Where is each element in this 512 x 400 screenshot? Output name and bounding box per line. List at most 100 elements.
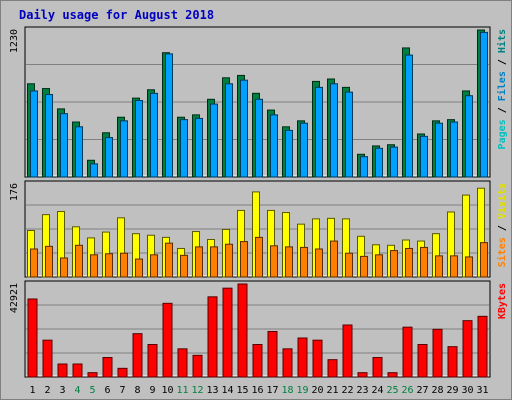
- bar: [105, 137, 113, 178]
- bar: [360, 156, 368, 178]
- hits-panel-series-1: [30, 31, 488, 178]
- bar: [210, 246, 218, 278]
- bar: [207, 296, 218, 378]
- kbytes-panel: 42921 KBytes: [9, 280, 508, 378]
- bar: [105, 253, 113, 278]
- bar: [405, 54, 413, 178]
- x-axis-labels: 1 2 3 4 5 6 7 8 9 10 11 12 13 14 15 16 17 18 19 20 21 22 23 24 2…: [29, 385, 488, 396]
- x-tick-label: 15: [236, 385, 248, 396]
- bar: [42, 339, 53, 378]
- bar: [135, 100, 143, 178]
- bar: [222, 287, 233, 378]
- bar: [57, 363, 68, 378]
- bar: [90, 163, 98, 178]
- x-tick-label: 31: [476, 385, 488, 396]
- bar: [435, 255, 443, 278]
- bar: [27, 298, 38, 378]
- side-legend-part: Visits: [496, 183, 508, 219]
- bar: [147, 343, 158, 378]
- bar: [282, 348, 293, 378]
- bar: [297, 337, 308, 378]
- x-tick-label: 11: [176, 385, 188, 396]
- bar: [330, 83, 338, 178]
- bar: [330, 240, 338, 278]
- bar: [45, 245, 53, 278]
- bar: [72, 363, 83, 378]
- bar: [480, 31, 488, 178]
- x-tick-label: 13: [206, 385, 218, 396]
- chart-title: Daily usage for August 2018: [19, 8, 214, 22]
- kbytes-panel-series-0: [27, 283, 488, 378]
- bar: [102, 356, 113, 378]
- x-tick-label: 2: [44, 385, 50, 396]
- bar: [165, 53, 173, 178]
- bar: [477, 315, 488, 378]
- bar: [177, 348, 188, 378]
- bar: [255, 236, 263, 278]
- bar: [372, 356, 383, 378]
- x-tick-label: 1: [29, 385, 35, 396]
- x-tick-label: 14: [221, 385, 233, 396]
- bar: [225, 243, 233, 278]
- bar: [195, 117, 203, 178]
- y-max-label: 42921: [9, 283, 20, 313]
- bar: [270, 245, 278, 278]
- x-tick-label: 17: [266, 385, 278, 396]
- bar: [315, 248, 323, 278]
- x-tick-label: 22: [341, 385, 353, 396]
- bar: [30, 248, 38, 278]
- bar: [390, 250, 398, 278]
- bar: [390, 146, 398, 178]
- visits-panel: 176 Sites / Visits: [9, 180, 508, 278]
- side-legend-part: KBytes: [497, 283, 508, 319]
- bar: [225, 83, 233, 178]
- bar: [162, 302, 173, 378]
- bar: [150, 92, 158, 178]
- bar: [435, 122, 443, 178]
- x-tick-label: 10: [161, 385, 173, 396]
- x-tick-label: 18: [281, 385, 293, 396]
- bar: [87, 372, 98, 378]
- x-tick-label: 9: [149, 385, 155, 396]
- bar: [345, 91, 353, 178]
- bar: [462, 320, 473, 378]
- bar: [465, 95, 473, 178]
- x-tick-label: 27: [416, 385, 428, 396]
- side-legend: KBytes: [497, 283, 508, 319]
- bar: [357, 372, 368, 378]
- bar: [375, 147, 383, 178]
- bar: [60, 113, 68, 178]
- bar: [342, 324, 353, 378]
- x-tick-label: 30: [461, 385, 473, 396]
- side-legend-part: /: [497, 101, 508, 119]
- hits-panel: 1230 Pages / Files / Hits: [9, 26, 508, 178]
- bar: [150, 254, 158, 278]
- bar: [240, 79, 248, 178]
- bar: [300, 122, 308, 178]
- bar: [375, 254, 383, 278]
- bar: [75, 126, 83, 178]
- bar: [120, 120, 128, 178]
- bar: [117, 367, 128, 378]
- bar: [267, 330, 278, 378]
- x-tick-label: 5: [89, 385, 95, 396]
- bar: [90, 254, 98, 278]
- bar: [420, 135, 428, 178]
- bar: [360, 255, 368, 278]
- bar: [237, 283, 248, 378]
- bar: [192, 354, 203, 378]
- bar: [312, 339, 323, 378]
- y-max-label: 1230: [9, 29, 20, 53]
- bar: [327, 359, 338, 378]
- bar: [132, 333, 143, 378]
- side-legend: Sites / Visits: [496, 183, 508, 267]
- bar: [402, 326, 413, 378]
- bar: [432, 328, 443, 378]
- bar: [120, 252, 128, 278]
- x-tick-label: 3: [59, 385, 65, 396]
- x-tick-label: 8: [134, 385, 140, 396]
- side-legend-part: /: [497, 53, 508, 71]
- side-legend-part: Sites: [496, 237, 508, 267]
